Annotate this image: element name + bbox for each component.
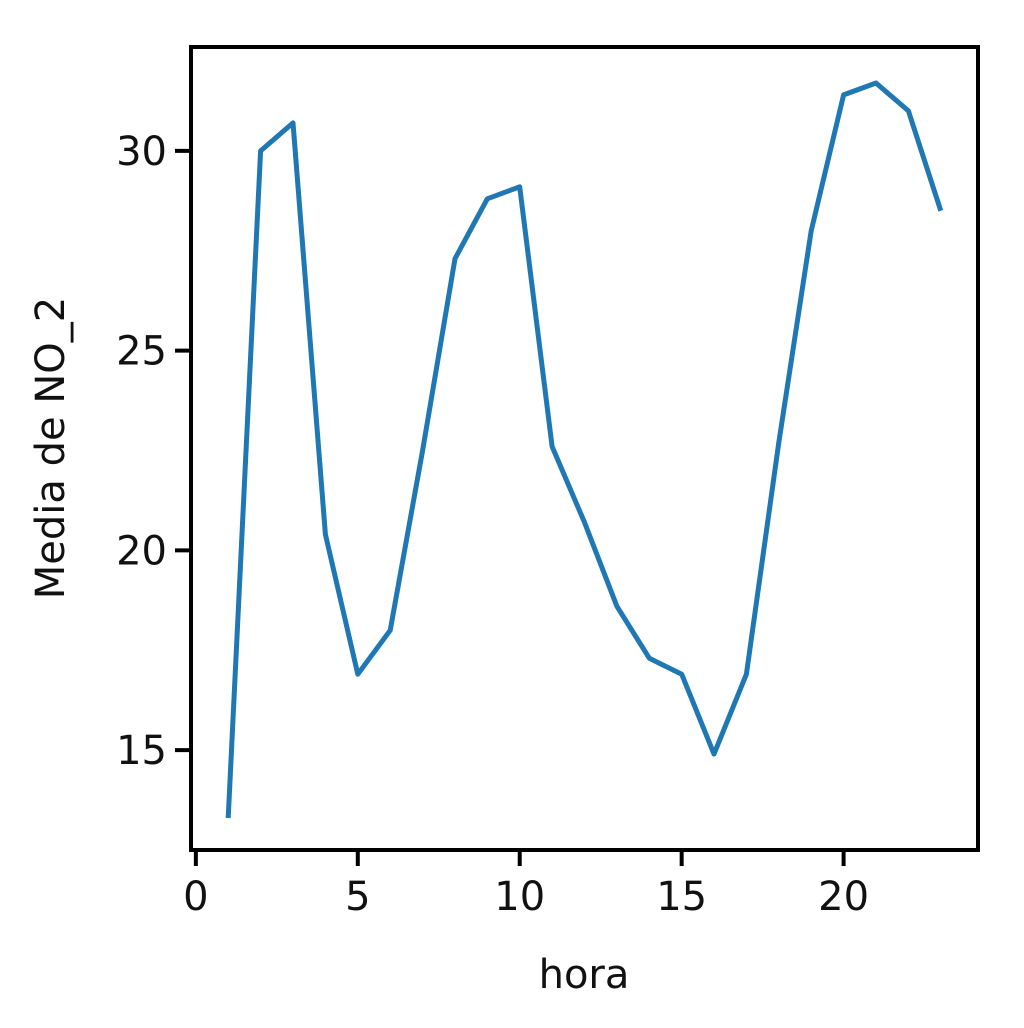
- x-axis-ticks: 0 5 10 15 20: [183, 850, 869, 920]
- x-tick-label: 0: [183, 874, 208, 920]
- y-tick-label: 25: [116, 329, 167, 375]
- x-tick-label: 20: [818, 874, 869, 920]
- y-tick-label: 20: [116, 528, 167, 574]
- y-tick-label: 15: [116, 728, 167, 774]
- x-tick-label: 10: [494, 874, 545, 920]
- y-axis-label: Media de NO_2: [28, 297, 74, 599]
- x-tick-label: 5: [345, 874, 370, 920]
- plot-frame: [191, 47, 978, 850]
- x-tick-label: 15: [656, 874, 707, 920]
- x-axis-label: hora: [539, 952, 630, 998]
- y-tick-label: 30: [116, 129, 167, 175]
- series-layer: [228, 83, 941, 818]
- y-axis-ticks: 15 20 25 30: [116, 129, 191, 774]
- series-line: [228, 83, 941, 818]
